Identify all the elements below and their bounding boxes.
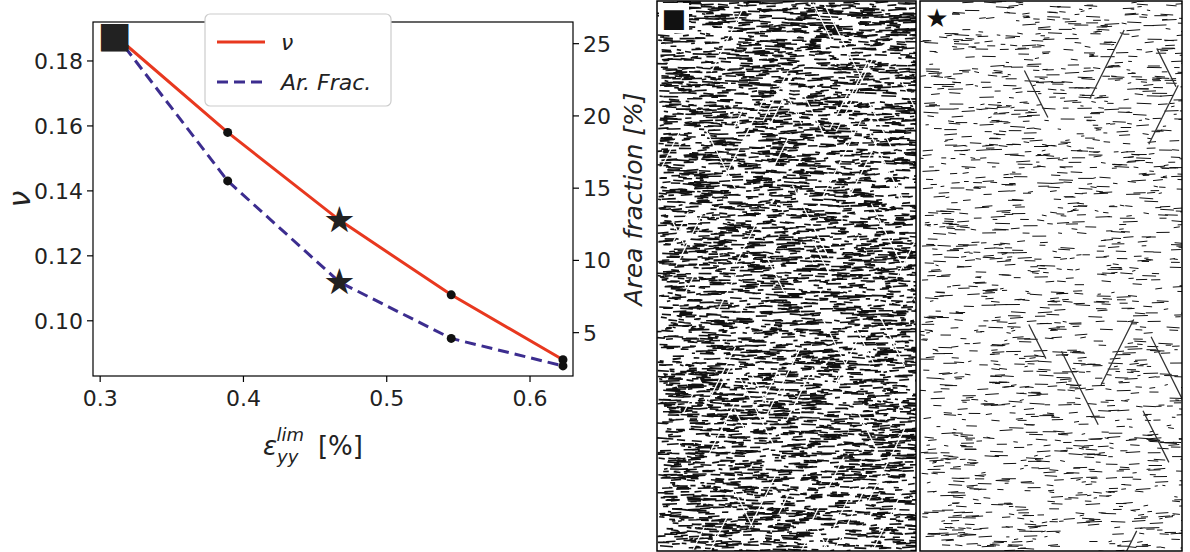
y-tick [87, 255, 93, 256]
y-tick [87, 125, 93, 126]
x-tick [529, 376, 530, 382]
data-point [223, 176, 232, 185]
figure: 0.3 0.4 0.5 0.6 0.10 0.12 0.14 0.16 0.18 5 10 15 20 2… [0, 0, 1190, 552]
image-texture [920, 1, 1182, 551]
y2-tick [573, 260, 579, 261]
y2-axis-title: Area fraction [%] [619, 92, 648, 307]
legend-label: Ar. Frac. [279, 70, 371, 95]
y-tick-label: 0.14 [34, 179, 83, 204]
plot-frame [93, 22, 573, 376]
y2-tick-label: 25 [583, 32, 611, 57]
x-tick-label: 0.5 [369, 386, 404, 411]
y-tick-label: 0.12 [34, 244, 83, 269]
legend-line [217, 41, 265, 44]
plot-data [110, 29, 567, 370]
x-tick [386, 376, 387, 382]
x-title-subscript: yy [276, 446, 299, 467]
data-point [558, 361, 567, 370]
x-tick [100, 376, 101, 382]
image-border [920, 1, 1182, 551]
legend-line [217, 81, 265, 84]
y-tick [87, 60, 93, 61]
x-tick-label: 0.3 [83, 386, 118, 411]
image-label-patch [659, 3, 689, 33]
image-label: ■ [662, 3, 687, 33]
annotation-marker: ★ [323, 199, 355, 240]
data-point [447, 290, 456, 299]
annotation-marker: ■ [97, 14, 131, 55]
y-tick-label: 0.18 [34, 49, 83, 74]
y2-tick-label: 5 [583, 321, 597, 346]
image-label-patch [922, 3, 952, 33]
annotation-marker: ★ [323, 261, 355, 302]
y2-tick [573, 43, 579, 44]
y-axis-title: ν [2, 190, 37, 207]
x-tick-label: 0.6 [513, 386, 548, 411]
image-label: ★ [925, 3, 948, 33]
legend-box [205, 14, 391, 106]
image-border [657, 1, 916, 551]
texture-strokes [920, 1, 1182, 551]
data-point [447, 334, 456, 343]
y-tick-label: 0.16 [34, 114, 83, 139]
x-axis-title: εyylim [%] [263, 424, 363, 467]
x-tick-label: 0.4 [226, 386, 261, 411]
image-texture [657, 1, 916, 551]
y2-tick-label: 20 [583, 104, 611, 129]
x-tick [243, 376, 244, 382]
y2-tick [573, 188, 579, 189]
legend-label: ν [281, 30, 293, 55]
y2-tick [573, 115, 579, 116]
series-line [114, 35, 562, 360]
series-line [114, 34, 562, 366]
texture-diagonals [657, 1, 916, 551]
y2-tick-label: 15 [583, 176, 611, 201]
image-panel: ■ [650, 1, 936, 552]
y-tick [87, 190, 93, 191]
x-title-unit: [%] [318, 431, 363, 461]
x-title-superscript: lim [276, 424, 304, 445]
y-tick [87, 320, 93, 321]
texture-strokes [657, 1, 916, 551]
y2-tick-label: 10 [583, 248, 611, 273]
y-tick-label: 0.10 [34, 309, 83, 334]
texture-diagonals [1024, 30, 1182, 551]
image-panel: ★ [920, 1, 1190, 552]
y2-tick [573, 332, 579, 333]
data-point [223, 128, 232, 137]
x-title-symbol: ε [263, 431, 277, 461]
